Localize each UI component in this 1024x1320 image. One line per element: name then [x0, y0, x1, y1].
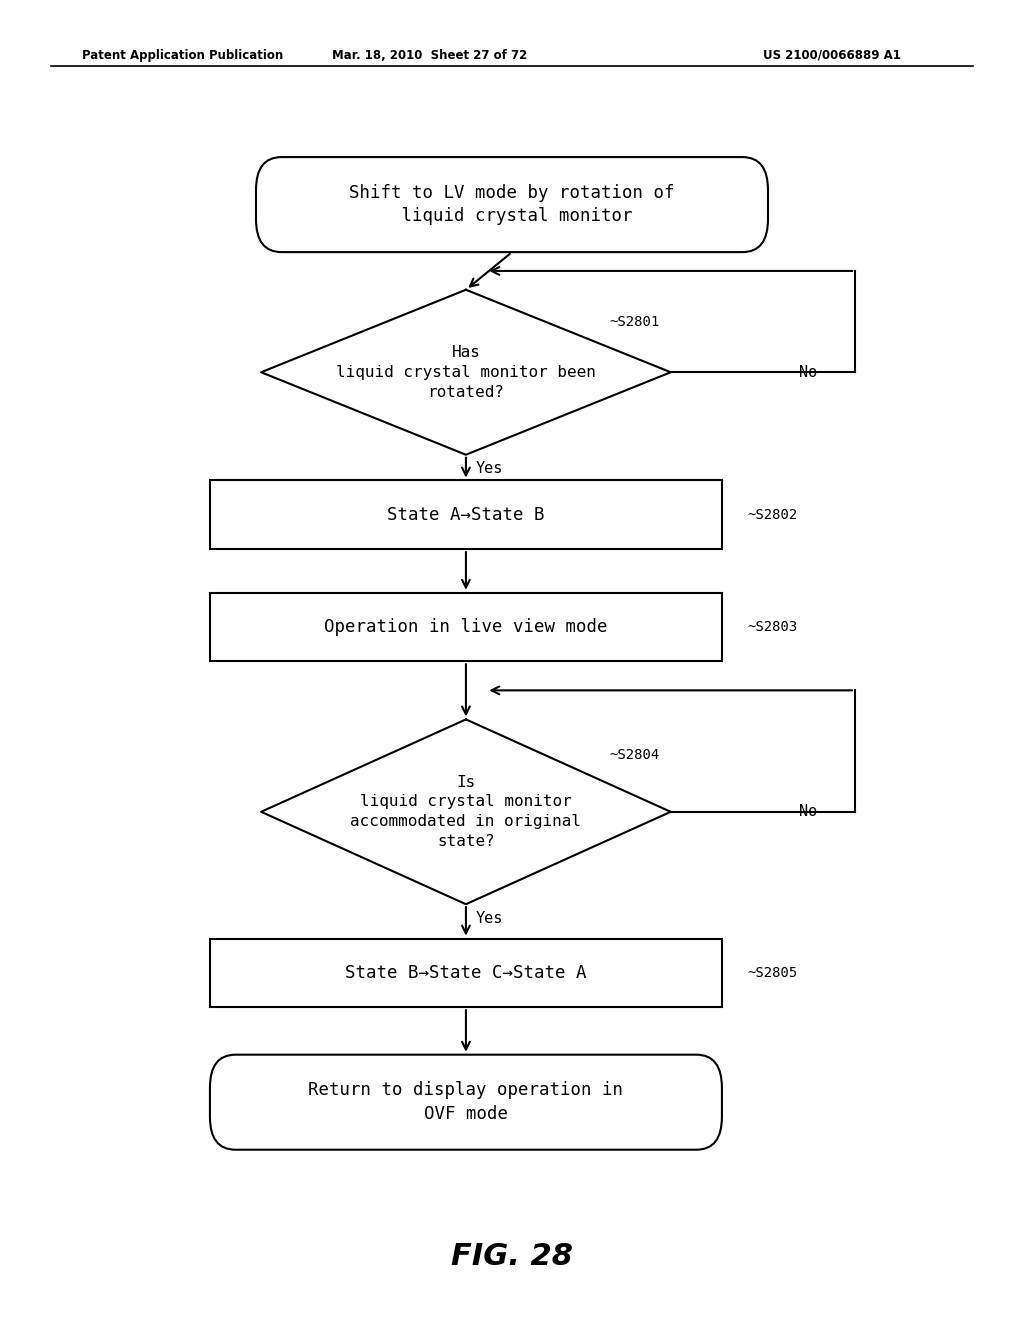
Text: ~S2803: ~S2803 [748, 620, 798, 634]
Text: State A→State B: State A→State B [387, 506, 545, 524]
Text: Is
liquid crystal monitor
accommodated in original
state?: Is liquid crystal monitor accommodated i… [350, 775, 582, 849]
Text: US 2100/0066889 A1: US 2100/0066889 A1 [763, 49, 901, 62]
Text: ~S2802: ~S2802 [748, 508, 798, 521]
Text: Shift to LV mode by rotation of
 liquid crystal monitor: Shift to LV mode by rotation of liquid c… [349, 183, 675, 226]
Text: No: No [799, 804, 817, 820]
Bar [210, 939, 722, 1007]
Text: Yes: Yes [476, 911, 504, 925]
Text: ~S2805: ~S2805 [748, 966, 798, 979]
FancyBboxPatch shape [210, 1055, 722, 1150]
Text: No: No [799, 364, 817, 380]
Text: State B→State C→State A: State B→State C→State A [345, 964, 587, 982]
FancyBboxPatch shape [256, 157, 768, 252]
Text: ~S2804: ~S2804 [609, 748, 659, 762]
Text: Mar. 18, 2010  Sheet 27 of 72: Mar. 18, 2010 Sheet 27 of 72 [333, 49, 527, 62]
Bar [210, 593, 722, 661]
Text: FIG. 28: FIG. 28 [451, 1242, 573, 1271]
Text: Patent Application Publication: Patent Application Publication [82, 49, 284, 62]
Text: Return to display operation in
OVF mode: Return to display operation in OVF mode [308, 1081, 624, 1123]
Polygon shape [261, 290, 671, 454]
Text: Operation in live view mode: Operation in live view mode [325, 618, 607, 636]
Text: Yes: Yes [476, 462, 504, 477]
Bar [210, 480, 722, 549]
Polygon shape [261, 719, 671, 904]
Text: Has
liquid crystal monitor been
rotated?: Has liquid crystal monitor been rotated? [336, 345, 596, 400]
Text: ~S2801: ~S2801 [609, 315, 659, 329]
